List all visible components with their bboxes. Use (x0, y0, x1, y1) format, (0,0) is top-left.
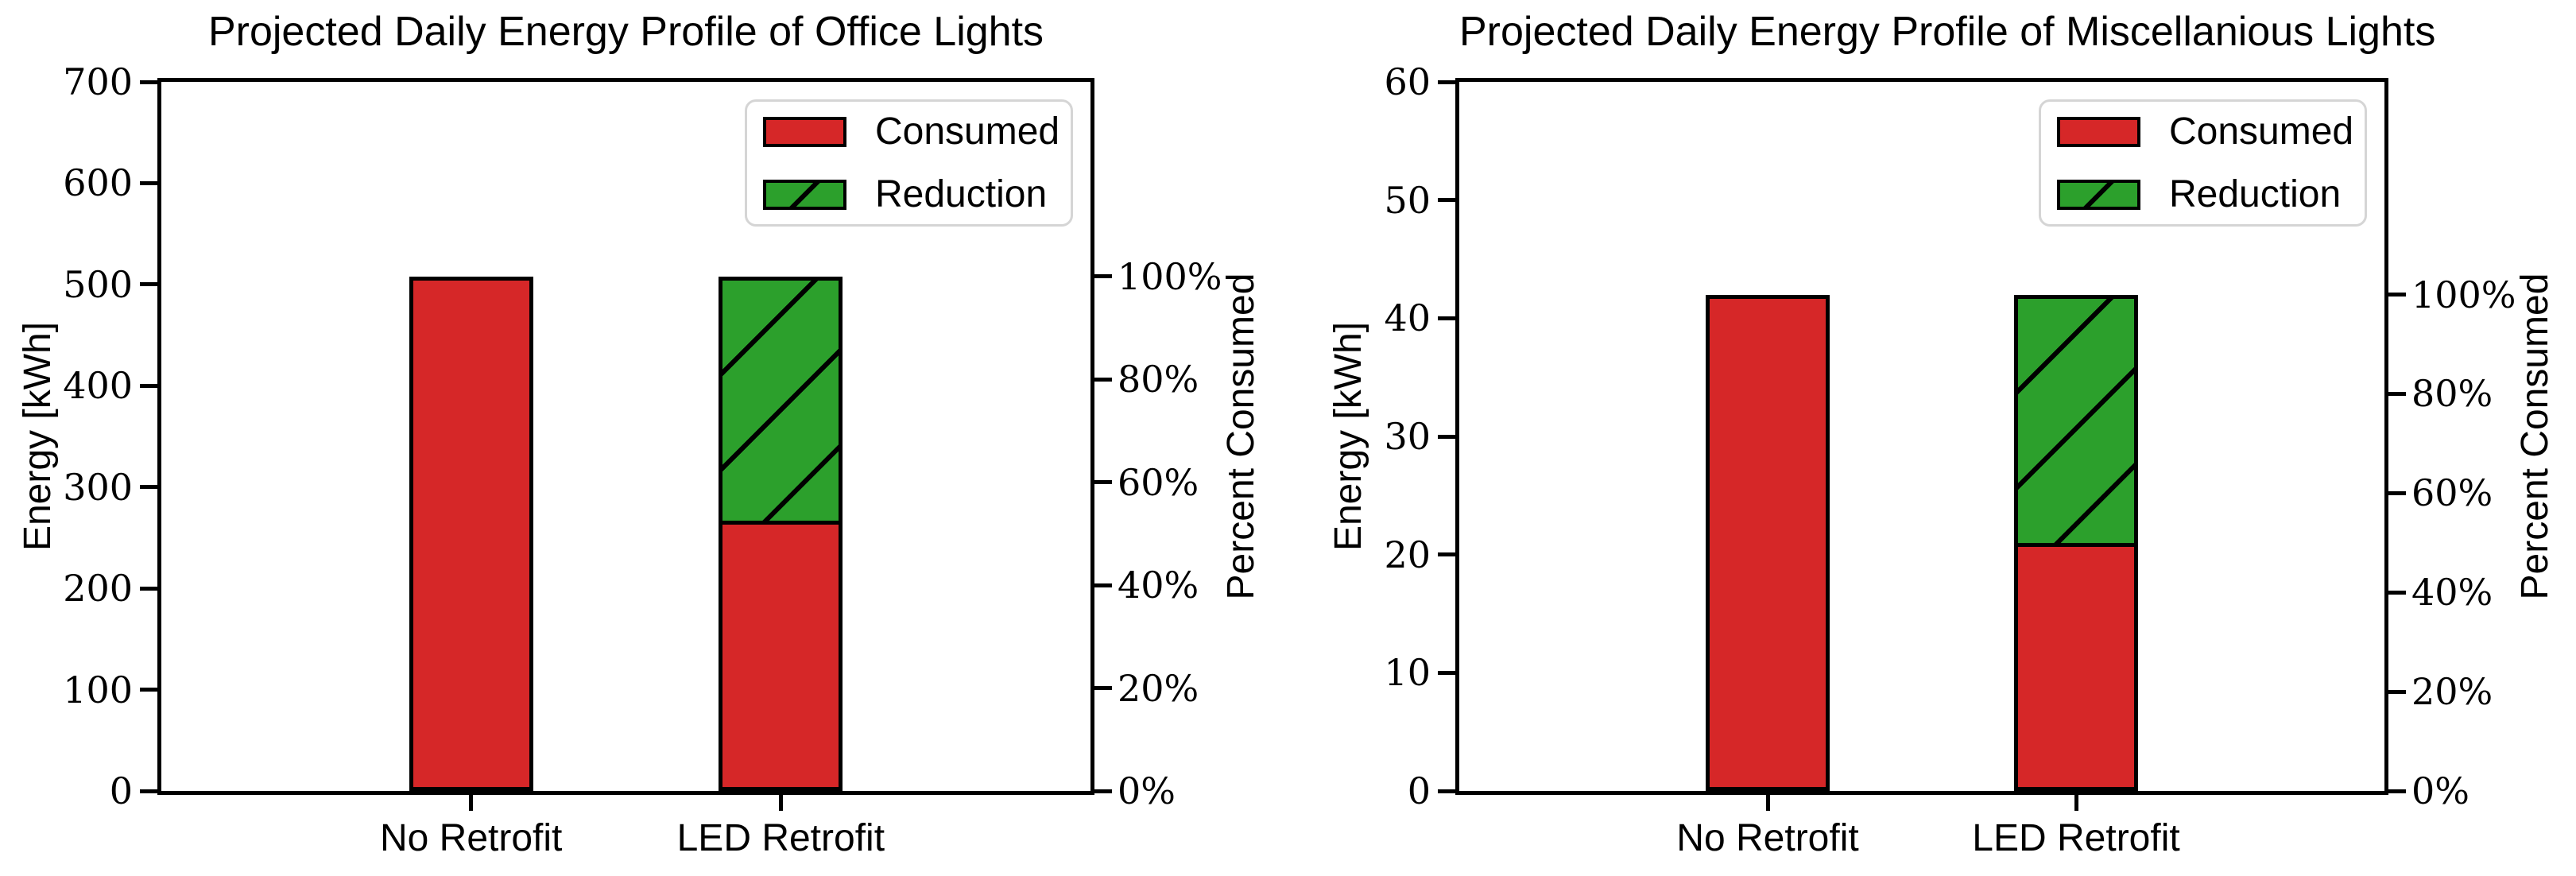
y-tick-label: 50 (1384, 178, 1431, 222)
legend-swatch-reduction-icon (763, 179, 846, 210)
y2-tick (2388, 490, 2406, 495)
y-tick (1438, 552, 1455, 557)
y-tick (140, 180, 157, 185)
bar-consumed-led-retrofit (2014, 542, 2138, 791)
y-tick-label: 40 (1384, 297, 1431, 340)
y-tick-label: 600 (63, 161, 133, 205)
y2-tick-label: 20% (2411, 670, 2493, 714)
y2-tick-label: 60% (2411, 471, 2493, 515)
legend: Consumed Reduction (745, 99, 1073, 227)
x-tick (1765, 795, 1770, 811)
y-tick-label: 500 (63, 262, 133, 306)
y-tick (140, 688, 157, 692)
y-tick-label: 0 (109, 769, 133, 812)
y-tick-label: 60 (1384, 60, 1431, 103)
legend-item-consumed: Consumed (2057, 110, 2365, 153)
y2-tick (2388, 391, 2406, 396)
y2-tick-label: 0% (2411, 769, 2469, 812)
y2-tick (2388, 689, 2406, 694)
legend-label-reduction: Reduction (2169, 172, 2342, 215)
y-tick-label: 700 (63, 60, 133, 103)
y-tick (140, 789, 157, 793)
legend-item-consumed: Consumed (763, 110, 1071, 153)
x-tick (778, 795, 783, 811)
y-tick-label: 200 (63, 567, 133, 610)
y-tick (1438, 670, 1455, 675)
plot-area: Consumed Reduction (157, 78, 1094, 795)
y-tick (1438, 434, 1455, 439)
x-tick-label: No Retrofit (379, 817, 563, 859)
y-tick (140, 383, 157, 388)
y2-tick (1094, 274, 1112, 279)
y2-tick (1094, 789, 1112, 793)
y-tick-label: 300 (63, 465, 133, 509)
x-tick (2074, 795, 2078, 811)
y2-tick-label: 100% (2411, 273, 2516, 316)
y-tick (1438, 789, 1455, 793)
plot-area: Consumed Reduction (1455, 78, 2388, 795)
legend-item-reduction: Reduction (2057, 172, 2365, 215)
y2-tick (2388, 590, 2406, 595)
bar-consumed-no-retrofit (409, 276, 533, 791)
bar-reduction-led-retrofit (2014, 294, 2138, 543)
y2-tick-label: 20% (1118, 666, 1199, 710)
x-tick-label: LED Retrofit (676, 817, 885, 859)
bar-reduction-led-retrofit (719, 276, 843, 521)
y-tick-label: 400 (63, 364, 133, 408)
y2-tick-label: 80% (2411, 372, 2493, 416)
y-tick (140, 485, 157, 490)
chart-title: Projected Daily Energy Profile of Miscel… (1459, 9, 2436, 55)
legend-swatch-consumed-icon (2057, 116, 2140, 147)
y2-tick (1094, 583, 1112, 587)
y2-tick-label: 0% (1118, 769, 1176, 812)
y-tick (140, 586, 157, 591)
x-tick-label: No Retrofit (1676, 817, 1859, 859)
legend: Consumed Reduction (2039, 99, 2367, 227)
y2-tick-label: 80% (1118, 358, 1199, 401)
y-tick (1438, 198, 1455, 203)
y2-tick-label: 40% (2411, 571, 2493, 614)
y-tick (1438, 79, 1455, 84)
legend-label-consumed: Consumed (2169, 110, 2354, 153)
x-tick (469, 795, 474, 811)
y-tick-label: 0 (1407, 769, 1431, 812)
legend-label-reduction: Reduction (875, 172, 1048, 215)
y2-tick (1094, 377, 1112, 382)
legend-swatch-consumed-icon (763, 116, 846, 147)
bar-consumed-led-retrofit (719, 520, 843, 791)
legend-label-consumed: Consumed (875, 110, 1060, 153)
y-tick (140, 79, 157, 84)
y-tick-label: 20 (1384, 533, 1431, 576)
y2-tick-label: 100% (1118, 254, 1222, 298)
y2-tick (2388, 293, 2406, 297)
y-tick (140, 282, 157, 287)
x-tick-label: LED Retrofit (1972, 817, 2180, 859)
y2-tick-label: 60% (1118, 460, 1199, 504)
y-tick-label: 10 (1384, 651, 1431, 695)
legend-swatch-reduction-icon (2057, 179, 2140, 210)
y-tick-label: 30 (1384, 415, 1431, 458)
y2-tick (2388, 789, 2406, 793)
chart-title: Projected Daily Energy Profile of Office… (207, 9, 1044, 55)
legend-item-reduction: Reduction (763, 172, 1071, 215)
y-tick-label: 100 (63, 668, 133, 711)
y2-tick (1094, 686, 1112, 691)
y2-tick (1094, 480, 1112, 485)
y2-tick-label: 40% (1118, 564, 1199, 607)
y-tick (1438, 316, 1455, 320)
bar-consumed-no-retrofit (1706, 294, 1830, 791)
